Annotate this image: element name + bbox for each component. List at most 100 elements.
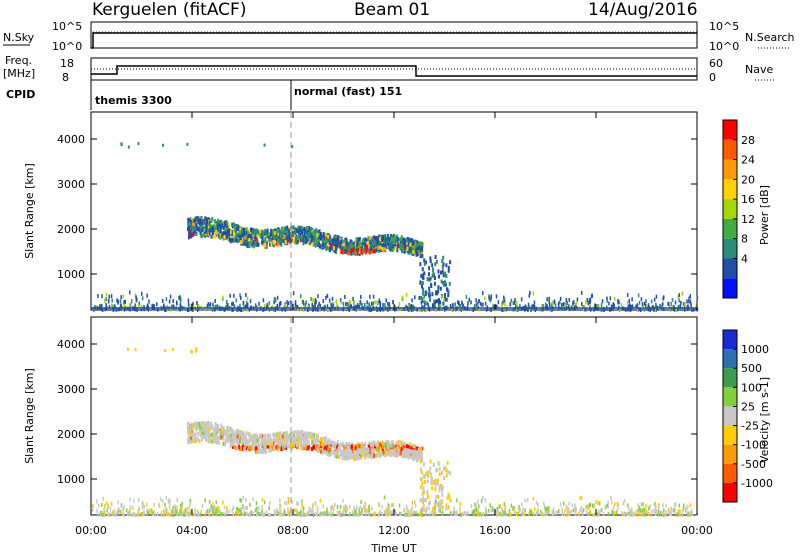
velocity-echo-point (503, 502, 506, 507)
power-echo-point (396, 234, 399, 239)
power-echo-point (349, 241, 352, 246)
power-echo-point (412, 242, 415, 247)
velocity-echo-point (129, 507, 131, 512)
velocity-echo-point (364, 501, 367, 506)
velocity-echo-point (282, 438, 285, 443)
power-echo-point (335, 299, 337, 304)
power-echo-point (546, 304, 548, 309)
power-echo-point (318, 301, 320, 306)
velocity-echo-point (235, 429, 238, 434)
power-echo-point (371, 302, 374, 307)
power-echo-point (580, 290, 583, 295)
power-echo-point (441, 265, 444, 270)
velocity-echo-point (412, 444, 415, 449)
velocity-echo-point (426, 489, 429, 494)
velocity-echo-point (330, 444, 333, 449)
velocity-echo-point (295, 508, 297, 513)
velocity-echo-point (327, 443, 330, 448)
velocity-echo-point (688, 511, 690, 516)
velocity-echo-point (392, 503, 394, 508)
velocity-echo-point (106, 501, 108, 506)
power-echo-point (256, 230, 259, 235)
velocity-echo-point (233, 434, 236, 439)
velocity-echo-point (654, 502, 656, 507)
power-echo-point (219, 231, 222, 236)
velocity-echo-point (209, 507, 212, 512)
velocity-colorbar-frame (722, 329, 738, 503)
velocity-echo-point (221, 427, 224, 432)
power-echo-point (395, 307, 397, 312)
velocity-echo-point (352, 512, 355, 517)
velocity-echo-point (221, 511, 224, 516)
power-echo-point (303, 231, 306, 236)
velocity-echo-point (398, 447, 401, 452)
power-echo-point (638, 300, 641, 305)
power-echo-point (295, 229, 298, 234)
velocity-echo-point (374, 453, 377, 458)
velocity-echo-point (484, 512, 487, 517)
velocity-echo-point (294, 438, 297, 443)
velocity-echo-point (244, 441, 247, 446)
power-echo-point (350, 248, 353, 253)
velocity-echo-point (420, 470, 423, 475)
power-echo-point (319, 303, 321, 308)
velocity-echo-point (348, 451, 351, 456)
velocity-echo-point (326, 444, 329, 449)
velocity-echo-point (134, 348, 137, 352)
velocity-echo-point (358, 455, 361, 460)
freq-panel: Freq. [MHz] 18 8 60 0 Nave (3, 54, 775, 84)
velocity-echo-point (367, 447, 370, 452)
velocity-echo-point (303, 434, 306, 439)
velocity-echo-point (269, 512, 272, 517)
velocity-echo-point (250, 510, 253, 515)
power-echo-point (311, 307, 314, 312)
velocity-echo-point (350, 445, 353, 450)
power-echo-point (222, 226, 225, 231)
velocity-echo-point (436, 502, 438, 507)
velocity-echo-point (679, 509, 681, 514)
power-echo-point (187, 302, 190, 307)
power-echo-point (389, 243, 392, 248)
power-echo-point (465, 294, 468, 299)
power-echo-point (294, 229, 297, 234)
velocity-echo-point (498, 511, 500, 516)
velocity-echo-point (482, 496, 484, 501)
time-tick-label: 16:00 (479, 524, 511, 537)
velocity-echo-point (459, 502, 461, 507)
velocity-echo-point (402, 449, 405, 454)
velocity-echo-point (120, 503, 122, 508)
velocity-echo-point (561, 507, 563, 512)
power-echo-point (236, 238, 239, 243)
velocity-echo-point (410, 446, 413, 451)
velocity-echo-point (405, 444, 408, 449)
velocity-echo-point (351, 455, 354, 460)
power-echo-point (135, 298, 138, 303)
power-echo-point (609, 296, 612, 301)
velocity-echo-point (234, 511, 237, 516)
power-echo-point (576, 306, 578, 311)
velocity-echo-point (235, 506, 238, 511)
power-echo-point (513, 300, 516, 305)
velocity-echo-point (326, 452, 329, 457)
velocity-echo-point (296, 445, 299, 450)
velocity-echo-point (159, 497, 162, 502)
power-echo-point (602, 306, 605, 311)
power-echo-point (530, 307, 532, 312)
velocity-echo-point (623, 512, 626, 517)
power-echo-point (684, 307, 686, 312)
velocity-echo-point (308, 506, 311, 511)
velocity-echo-point (505, 512, 508, 517)
power-echo-point (239, 240, 242, 245)
velocity-echo-point (205, 421, 208, 426)
power-echo-point (195, 231, 198, 236)
velocity-echo-point (309, 432, 312, 437)
power-echo-point (243, 237, 246, 242)
velocity-colorbar-segment (723, 425, 737, 445)
velocity-echo-point (348, 512, 351, 517)
power-echo-point (429, 256, 432, 261)
power-echo-point (217, 222, 220, 227)
cpid-label: CPID (6, 88, 35, 101)
power-echo-point (357, 303, 359, 308)
velocity-echo-point (407, 512, 410, 517)
